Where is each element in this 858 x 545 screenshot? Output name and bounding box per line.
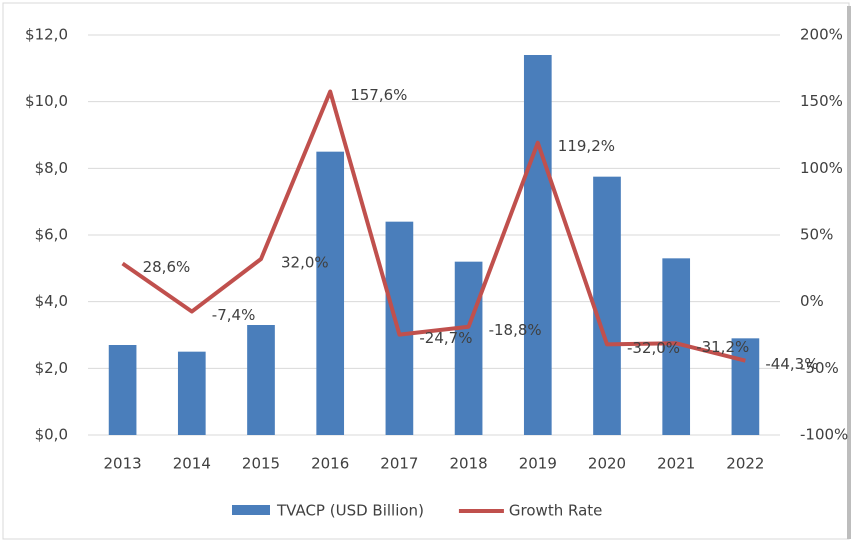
data-label: 28,6% xyxy=(143,258,191,276)
legend-label: Growth Rate xyxy=(509,502,602,520)
data-label: 157,6% xyxy=(350,86,407,104)
y-tick-label: $6,0 xyxy=(35,226,68,244)
y2-tick-label: -50% xyxy=(800,359,839,377)
bar xyxy=(247,325,275,435)
bar xyxy=(316,151,345,435)
y2-tick-label: -100% xyxy=(800,426,848,444)
bar xyxy=(108,345,137,435)
y2-tick-label: 200% xyxy=(800,26,843,44)
chart-frame xyxy=(2,2,850,540)
y2-tick-label: 0% xyxy=(800,292,824,310)
y-tick-label: $2,0 xyxy=(35,359,68,377)
y-tick-label: $10,0 xyxy=(25,92,68,110)
x-tick-label: 2018 xyxy=(450,455,488,473)
line xyxy=(121,89,746,363)
y2-tick-label: 50% xyxy=(800,226,833,244)
data-label: 119,2% xyxy=(558,137,615,155)
legend-label: TVACP (USD Billion) xyxy=(276,502,424,520)
x-tick-label: 2014 xyxy=(173,455,211,473)
x-tick-label: 2017 xyxy=(380,455,418,473)
y2-tick-label: 100% xyxy=(800,159,843,177)
x-tick-label: 2016 xyxy=(311,455,349,473)
x-tick-label: 2013 xyxy=(104,455,142,473)
x-tick-label: 2020 xyxy=(588,455,626,473)
bar xyxy=(454,261,483,435)
x-tick-label: 2019 xyxy=(519,455,557,473)
y-tick-label: $0,0 xyxy=(35,426,68,444)
data-label: -31,2% xyxy=(696,338,749,356)
data-label: 32,0% xyxy=(281,254,329,272)
y2-tick-label: 150% xyxy=(800,92,843,110)
data-label: -32,0% xyxy=(627,339,680,357)
x-tick-label: 2021 xyxy=(657,455,695,473)
x-tick-label: 2015 xyxy=(242,455,280,473)
legend-swatch xyxy=(232,505,270,515)
bar xyxy=(593,176,621,435)
x-tick-label: 2022 xyxy=(726,455,764,473)
y-tick-label: $8,0 xyxy=(35,159,68,177)
y-tick-label: $12,0 xyxy=(25,26,68,44)
data-label: -7,4% xyxy=(212,306,256,324)
data-label: -44,3% xyxy=(765,355,818,373)
data-label: -24,7% xyxy=(419,329,472,347)
bar xyxy=(731,338,760,435)
bar xyxy=(523,55,552,435)
bar xyxy=(177,351,206,435)
y-tick-label: $4,0 xyxy=(35,292,68,310)
data-label: -18,8% xyxy=(489,321,542,339)
